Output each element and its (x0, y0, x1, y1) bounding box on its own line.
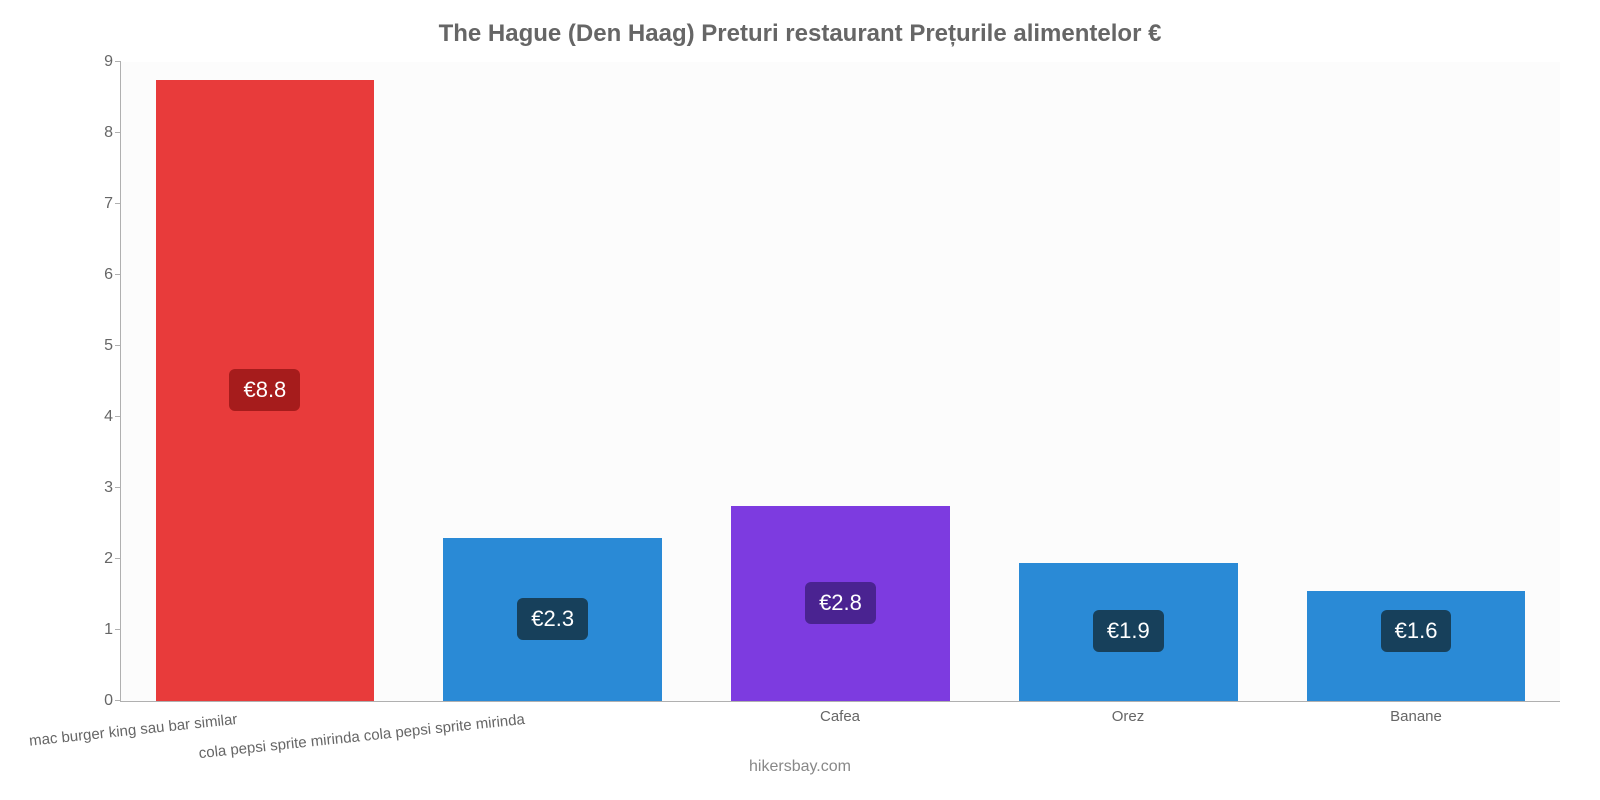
y-tick-label: 1 (73, 621, 113, 639)
x-label-slot: Cafea (696, 702, 984, 762)
value-badge: €2.3 (517, 598, 588, 640)
bar-slot: €8.8 (121, 62, 409, 701)
bar-slot: €1.9 (984, 62, 1272, 701)
bars-group: €8.8 €2.3 €2.8 €1.9 €1.6 (121, 62, 1560, 701)
x-axis-labels: mac burger king sau bar similarcola peps… (120, 702, 1560, 762)
bar: €1.6 (1307, 591, 1526, 701)
y-tick-label: 8 (73, 124, 113, 142)
bar-slot: €2.3 (409, 62, 697, 701)
bar: €2.3 (443, 538, 662, 701)
value-badge: €1.9 (1093, 610, 1164, 652)
value-badge: €2.8 (805, 582, 876, 624)
x-tick-label: Orez (1112, 702, 1145, 725)
chart-title: The Hague (Den Haag) Preturi restaurant … (30, 10, 1570, 62)
y-tick-label: 2 (73, 550, 113, 568)
x-label-slot: Banane (1272, 702, 1560, 762)
x-label-slot: Orez (984, 702, 1272, 762)
y-tick-label: 0 (73, 692, 113, 710)
y-tick-label: 6 (73, 266, 113, 284)
x-tick-label: Cafea (820, 702, 860, 725)
y-tick-label: 7 (73, 195, 113, 213)
y-tick-label: 5 (73, 337, 113, 355)
x-tick-label: Banane (1390, 702, 1442, 725)
bar: €1.9 (1019, 563, 1238, 701)
plot-area: 0123456789 €8.8€2.3€2.8€1.9€1.6 (120, 62, 1560, 702)
bar: €8.8 (156, 80, 375, 701)
x-label-slot: cola pepsi sprite mirinda cola pepsi spr… (408, 702, 696, 762)
bar: €2.8 (731, 506, 950, 701)
y-tick-label: 9 (73, 53, 113, 71)
value-badge: €1.6 (1381, 610, 1452, 652)
value-badge: €8.8 (229, 369, 300, 411)
y-tick-label: 4 (73, 408, 113, 426)
y-tick-label: 3 (73, 479, 113, 497)
bar-slot: €2.8 (697, 62, 985, 701)
chart-container: The Hague (Den Haag) Preturi restaurant … (0, 0, 1600, 800)
bar-slot: €1.6 (1272, 62, 1560, 701)
